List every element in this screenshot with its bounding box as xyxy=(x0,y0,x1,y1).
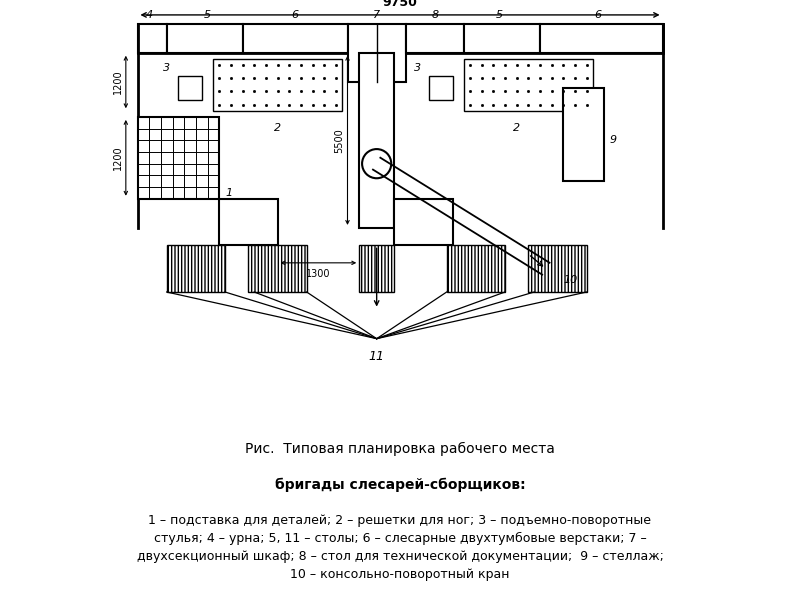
Text: 1 – подставка для деталей; 2 – решетки для ног; 3 – подъемно-поворотные
стулья; : 1 – подставка для деталей; 2 – решетки д… xyxy=(137,514,663,581)
Text: 11: 11 xyxy=(369,350,385,364)
Bar xyxy=(166,245,225,292)
Text: 2: 2 xyxy=(274,123,281,133)
Text: 9750: 9750 xyxy=(382,0,418,9)
Text: 9: 9 xyxy=(610,136,617,145)
Bar xyxy=(219,199,278,245)
Bar xyxy=(394,199,453,245)
Bar xyxy=(464,23,540,53)
Text: 4: 4 xyxy=(146,10,153,20)
Bar xyxy=(563,88,604,181)
Text: 7: 7 xyxy=(373,10,380,20)
Bar xyxy=(138,117,219,199)
Text: 1: 1 xyxy=(225,188,232,198)
Bar xyxy=(359,53,394,228)
Bar xyxy=(429,76,453,100)
Bar xyxy=(540,23,662,53)
Bar xyxy=(178,76,202,100)
Text: 6: 6 xyxy=(594,10,602,20)
Bar xyxy=(242,23,347,53)
Text: 8: 8 xyxy=(431,10,438,20)
Bar xyxy=(446,245,505,292)
Text: 3: 3 xyxy=(414,63,421,73)
Text: 1200: 1200 xyxy=(113,146,123,170)
Text: 10: 10 xyxy=(563,275,578,286)
Text: 5: 5 xyxy=(204,10,211,20)
Text: бригады слесарей-сборщиков:: бригады слесарей-сборщиков: xyxy=(274,478,526,492)
Text: Рис.  Типовая планировка рабочего места: Рис. Типовая планировка рабочего места xyxy=(245,442,555,455)
Bar xyxy=(214,59,342,111)
Text: 2: 2 xyxy=(513,123,520,133)
Text: 5500: 5500 xyxy=(334,128,345,153)
Text: 1300: 1300 xyxy=(306,269,330,278)
Bar xyxy=(248,245,306,292)
Bar xyxy=(359,245,394,292)
Bar xyxy=(464,59,593,111)
Bar xyxy=(138,23,662,53)
Text: 1200: 1200 xyxy=(113,70,123,94)
Bar xyxy=(347,23,406,82)
Bar xyxy=(528,245,586,292)
Text: 6: 6 xyxy=(291,10,298,20)
Text: 3: 3 xyxy=(163,63,170,73)
Bar xyxy=(166,23,242,53)
Bar xyxy=(406,23,464,53)
Bar xyxy=(138,23,166,53)
Text: 5: 5 xyxy=(496,10,502,20)
